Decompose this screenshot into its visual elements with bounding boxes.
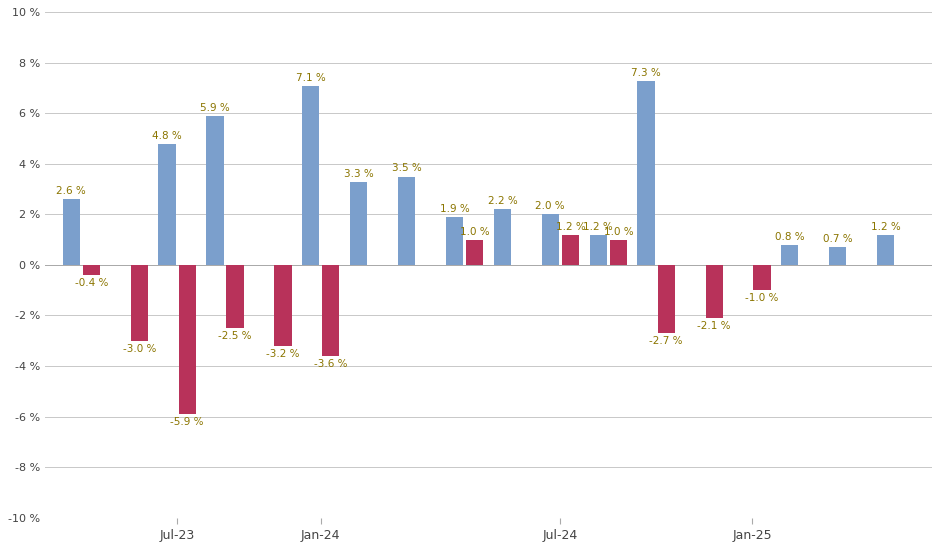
Text: 0.7 %: 0.7 % — [822, 234, 853, 244]
Bar — [754, 265, 771, 290]
Text: 3.5 %: 3.5 % — [392, 163, 421, 173]
Bar — [322, 265, 339, 356]
Bar — [637, 80, 655, 265]
Bar — [781, 245, 798, 265]
Bar — [706, 265, 723, 318]
Bar — [541, 214, 559, 265]
Text: 3.3 %: 3.3 % — [344, 168, 373, 179]
Text: 2.0 %: 2.0 % — [536, 201, 565, 211]
Bar — [494, 210, 511, 265]
Text: -5.9 %: -5.9 % — [170, 417, 204, 427]
Bar — [63, 199, 80, 265]
Bar — [589, 235, 607, 265]
Text: -2.7 %: -2.7 % — [650, 336, 683, 346]
Text: -3.6 %: -3.6 % — [314, 359, 348, 369]
Bar — [610, 240, 627, 265]
Bar — [562, 235, 579, 265]
Bar — [158, 144, 176, 265]
Bar — [206, 116, 224, 265]
Bar — [466, 240, 483, 265]
Bar — [131, 265, 148, 341]
Text: 5.9 %: 5.9 % — [200, 103, 229, 113]
Text: 4.8 %: 4.8 % — [152, 131, 181, 141]
Bar — [446, 217, 463, 265]
Bar — [877, 235, 894, 265]
Text: -1.0 %: -1.0 % — [745, 293, 778, 303]
Text: -2.5 %: -2.5 % — [218, 331, 252, 341]
Text: 1.9 %: 1.9 % — [440, 204, 469, 214]
Text: 7.3 %: 7.3 % — [632, 68, 661, 78]
Bar — [350, 182, 368, 265]
Text: 1.2 %: 1.2 % — [584, 222, 613, 232]
Text: 7.1 %: 7.1 % — [296, 73, 325, 82]
Text: 1.0 %: 1.0 % — [603, 227, 634, 236]
Text: -2.1 %: -2.1 % — [697, 321, 731, 331]
Text: 1.2 %: 1.2 % — [556, 222, 586, 232]
Bar — [227, 265, 243, 328]
Bar — [658, 265, 675, 333]
Text: -3.0 %: -3.0 % — [122, 344, 156, 354]
Bar — [302, 86, 320, 265]
Bar — [83, 265, 100, 275]
Text: 2.6 %: 2.6 % — [56, 186, 86, 196]
Text: 0.8 %: 0.8 % — [776, 232, 805, 241]
Text: -3.2 %: -3.2 % — [266, 349, 300, 359]
Bar — [179, 265, 196, 414]
Bar — [398, 177, 415, 265]
Text: 2.2 %: 2.2 % — [488, 196, 517, 206]
Text: 1.2 %: 1.2 % — [870, 222, 901, 232]
Bar — [274, 265, 291, 346]
Text: -0.4 %: -0.4 % — [74, 278, 108, 288]
Text: 1.0 %: 1.0 % — [460, 227, 490, 236]
Bar — [829, 248, 846, 265]
